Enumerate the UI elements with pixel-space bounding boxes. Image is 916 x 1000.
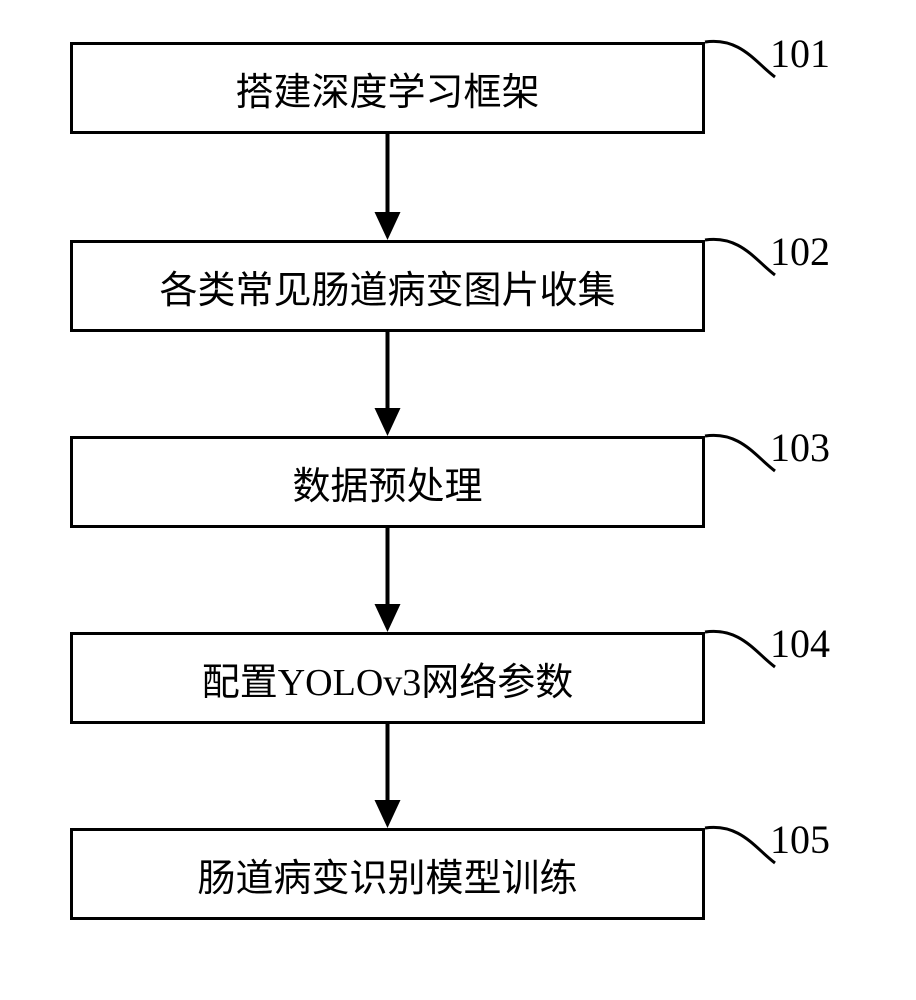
flow-node-label-5: 105 — [770, 816, 830, 863]
flow-node-label-1: 101 — [770, 30, 830, 77]
flow-node-label-4: 104 — [770, 620, 830, 667]
flow-node-text: 肠道病变识别模型训练 — [197, 847, 577, 902]
flow-node-text: 搭建深度学习框架 — [235, 61, 539, 116]
flow-arrow-head — [375, 604, 401, 632]
flow-arrow-head — [375, 800, 401, 828]
flow-node-3: 数据预处理 — [70, 436, 705, 528]
leader-line — [705, 41, 775, 77]
flow-node-5: 肠道病变识别模型训练 — [70, 828, 705, 920]
flow-node-label-3: 103 — [770, 424, 830, 471]
flow-arrow-head — [375, 212, 401, 240]
flow-node-text: 配置YOLOv3网络参数 — [202, 651, 574, 706]
flowchart-canvas: 搭建深度学习框架 101 各类常见肠道病变图片收集 102 数据预处理 103 配置YOLO… — [0, 0, 916, 1000]
flow-node-2: 各类常见肠道病变图片收集 — [70, 240, 705, 332]
flow-node-4: 配置YOLOv3网络参数 — [70, 632, 705, 724]
leader-line — [705, 435, 775, 471]
flow-node-text: 数据预处理 — [292, 455, 482, 510]
flow-node-text: 各类常见肠道病变图片收集 — [159, 259, 615, 314]
flow-node-1: 搭建深度学习框架 — [70, 42, 705, 134]
flow-node-label-2: 102 — [770, 228, 830, 275]
leader-line — [705, 827, 775, 863]
leader-line — [705, 239, 775, 275]
leader-line — [705, 631, 775, 667]
flow-arrow-head — [375, 408, 401, 436]
